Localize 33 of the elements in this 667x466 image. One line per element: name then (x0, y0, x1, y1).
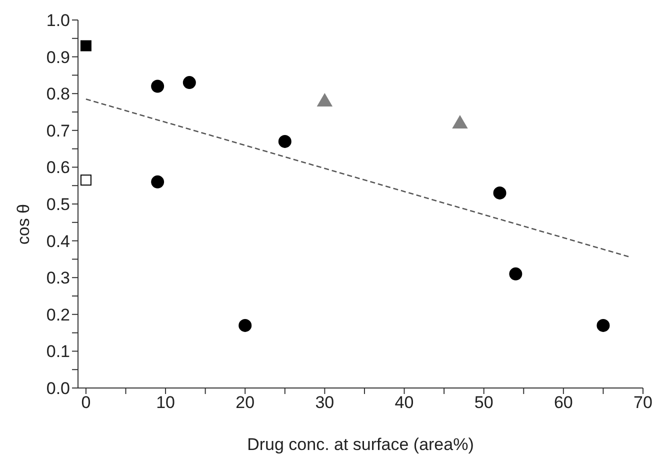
y-tick-label: 0.2 (46, 305, 70, 324)
point (151, 80, 164, 93)
y-axis-title: cos θ (14, 204, 34, 245)
y-tick-label: 0.0 (46, 379, 70, 398)
point (596, 318, 610, 332)
y-tick-label: 0.5 (46, 195, 70, 214)
point (452, 116, 468, 129)
y-tick-label: 0.9 (46, 48, 70, 67)
y-tick-label: 0.3 (46, 268, 70, 288)
point (80, 40, 92, 52)
y-tick-label: 0.4 (46, 232, 70, 251)
point (182, 76, 196, 90)
x-tick-label: 60 (554, 393, 573, 412)
y-tick-label: 1.0 (46, 11, 70, 30)
point (80, 174, 92, 186)
x-tick-label: 40 (394, 393, 414, 412)
x-tick-label: 0 (81, 393, 91, 412)
y-tick-label: 0.1 (46, 342, 70, 362)
y-tick-label: 0.7 (46, 121, 70, 140)
x-tick-label: 30 (315, 393, 334, 412)
x-tick-label: 10 (156, 393, 175, 412)
point (493, 186, 506, 200)
point (278, 134, 292, 148)
x-tick-label: 50 (474, 393, 494, 412)
point (509, 267, 522, 280)
x-tick-label: 70 (634, 393, 652, 412)
y-tick-label: 0.8 (46, 84, 70, 104)
point (317, 93, 332, 106)
point (151, 175, 164, 188)
y-tick-label: 0.6 (46, 158, 70, 178)
x-axis-title: Drug conc. at surface (area%) (247, 435, 474, 454)
x-tick-label: 20 (236, 393, 255, 412)
point (238, 318, 252, 332)
